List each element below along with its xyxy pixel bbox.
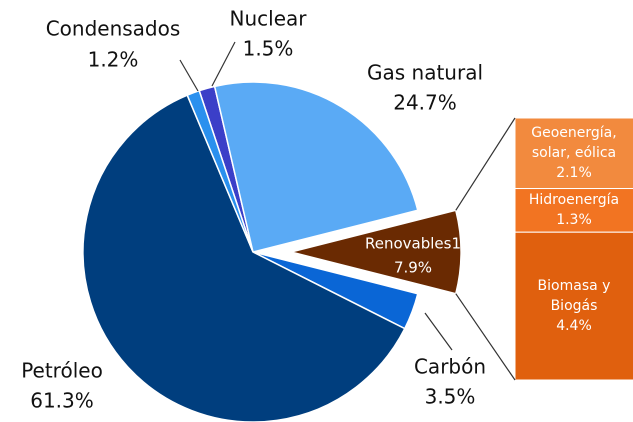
pie-slice bbox=[213, 81, 419, 253]
breakdown-value: 4.4% bbox=[556, 318, 592, 335]
connector bbox=[455, 117, 516, 211]
breakdown-bar bbox=[514, 188, 633, 233]
slice-name: Petróleo bbox=[21, 359, 103, 383]
leader-line bbox=[424, 312, 453, 351]
slice-name: Renovables1 bbox=[365, 235, 461, 253]
slice-value: 1.5% bbox=[243, 37, 294, 61]
connector bbox=[455, 293, 516, 381]
breakdown-value: 2.1% bbox=[556, 165, 592, 182]
slice-value: 3.5% bbox=[425, 385, 476, 409]
slice-value: 24.7% bbox=[393, 91, 457, 115]
leader-line bbox=[179, 59, 199, 92]
pie-slice bbox=[186, 89, 254, 253]
slice-name: Condensados bbox=[46, 17, 181, 41]
breakdown-label: Biomasa y Biogás 4.4% bbox=[515, 232, 633, 380]
slice-value: 1.2% bbox=[88, 48, 139, 72]
slice-value: 61.3% bbox=[30, 389, 94, 413]
breakdown-bar bbox=[514, 231, 633, 381]
pie-slice bbox=[290, 209, 462, 295]
leader-line bbox=[211, 41, 236, 87]
breakdown-name: Hidroenergía bbox=[528, 192, 620, 209]
breakdown-label: Geoenergía, solar, eólica 2.1% bbox=[515, 118, 633, 189]
breakdown-label: Hidroenergía 1.3% bbox=[515, 189, 633, 233]
slice-name: Gas natural bbox=[367, 61, 483, 85]
slice-name: Carbón bbox=[414, 355, 486, 379]
breakdown-bar bbox=[514, 117, 633, 190]
breakdown-name: Biomasa y Biogás bbox=[537, 278, 611, 315]
pie-slice bbox=[82, 94, 406, 422]
breakdown-value: 1.3% bbox=[556, 212, 592, 229]
slice-value: 7.9% bbox=[394, 259, 432, 277]
slice-name: Nuclear bbox=[230, 7, 308, 31]
breakdown-name: Geoenergía, solar, eólica bbox=[531, 125, 617, 162]
